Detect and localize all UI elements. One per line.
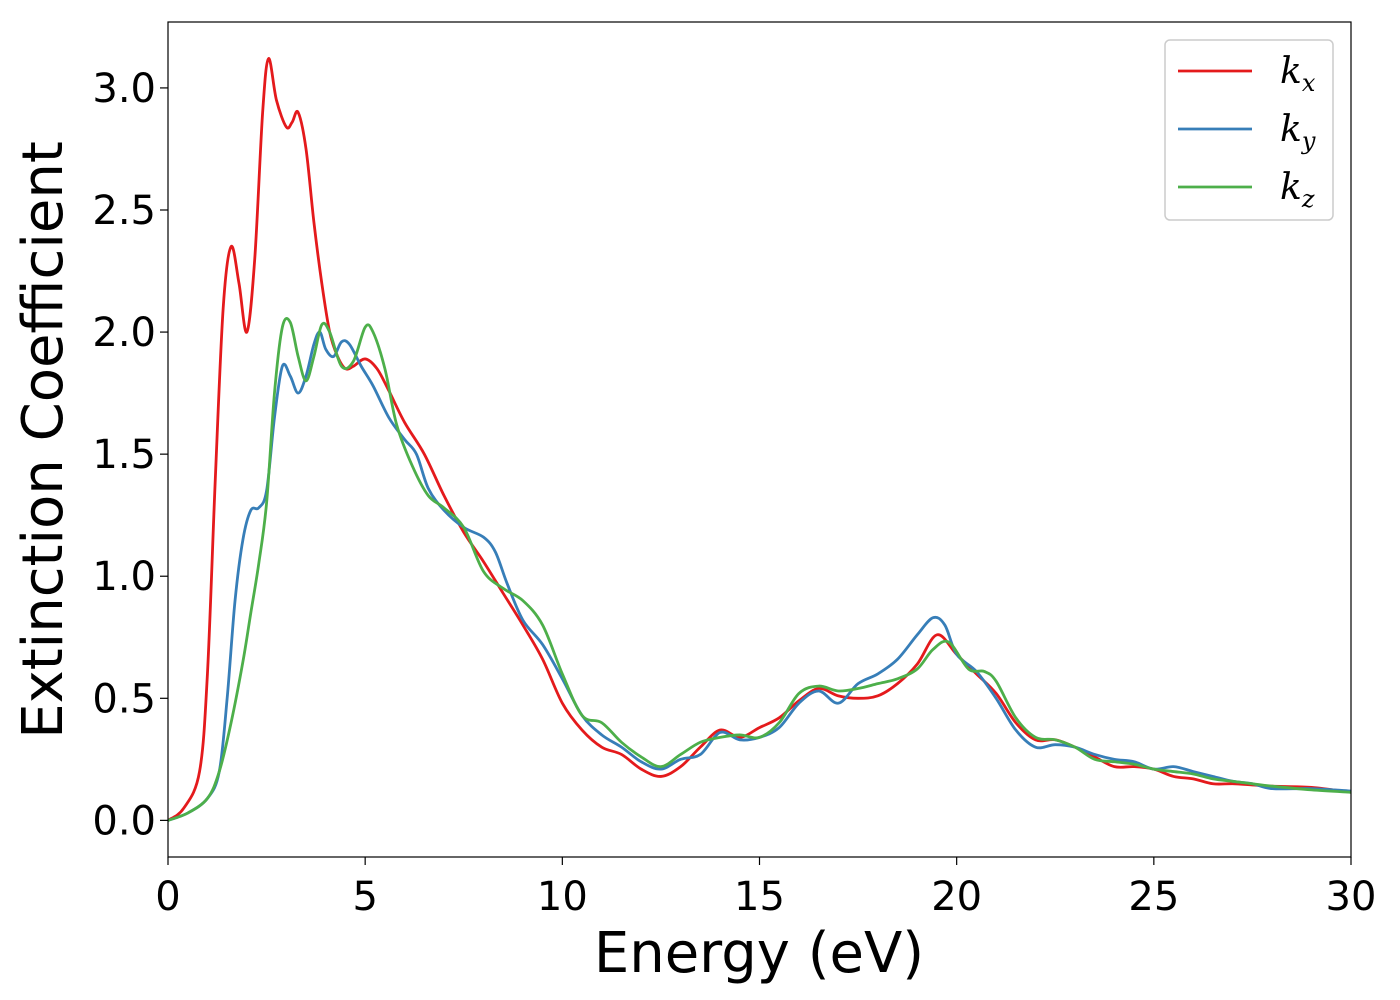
series-line-k-z [168,317,1351,822]
y-tick-label: 2.0 [92,310,156,356]
y-tick-label: 1.0 [92,554,156,600]
x-tick-label: 0 [155,874,180,920]
legend-label-z: kz [1280,167,1315,213]
x-tick-label: 20 [931,874,982,920]
series-layer [168,57,1351,822]
x-axis: 0 5 10 15 20 25 30 [155,857,1376,920]
y-tick-label: 0.0 [92,798,156,844]
y-tick-label: 1.5 [92,432,156,478]
y-tick-label: 2.5 [92,188,156,234]
y-tick-label: 0.5 [92,676,156,722]
x-axis-label: Energy (eV) [594,921,924,986]
x-tick-label: 15 [734,874,785,920]
x-tick-label: 5 [352,874,377,920]
x-tick-label: 25 [1128,874,1179,920]
y-axis: 0.0 0.5 1.0 1.5 2.0 2.5 3.0 [92,66,168,844]
y-axis-label: Extinction Coefficient [11,141,76,739]
y-tick-label: 3.0 [92,66,156,112]
legend-label-y: ky [1280,109,1316,155]
legend-label-x: kx [1280,51,1316,97]
x-tick-label: 10 [537,874,588,920]
x-tick-label: 30 [1326,874,1377,920]
legend: kx ky kz [1164,39,1334,221]
series-line-k-y [168,330,1351,822]
